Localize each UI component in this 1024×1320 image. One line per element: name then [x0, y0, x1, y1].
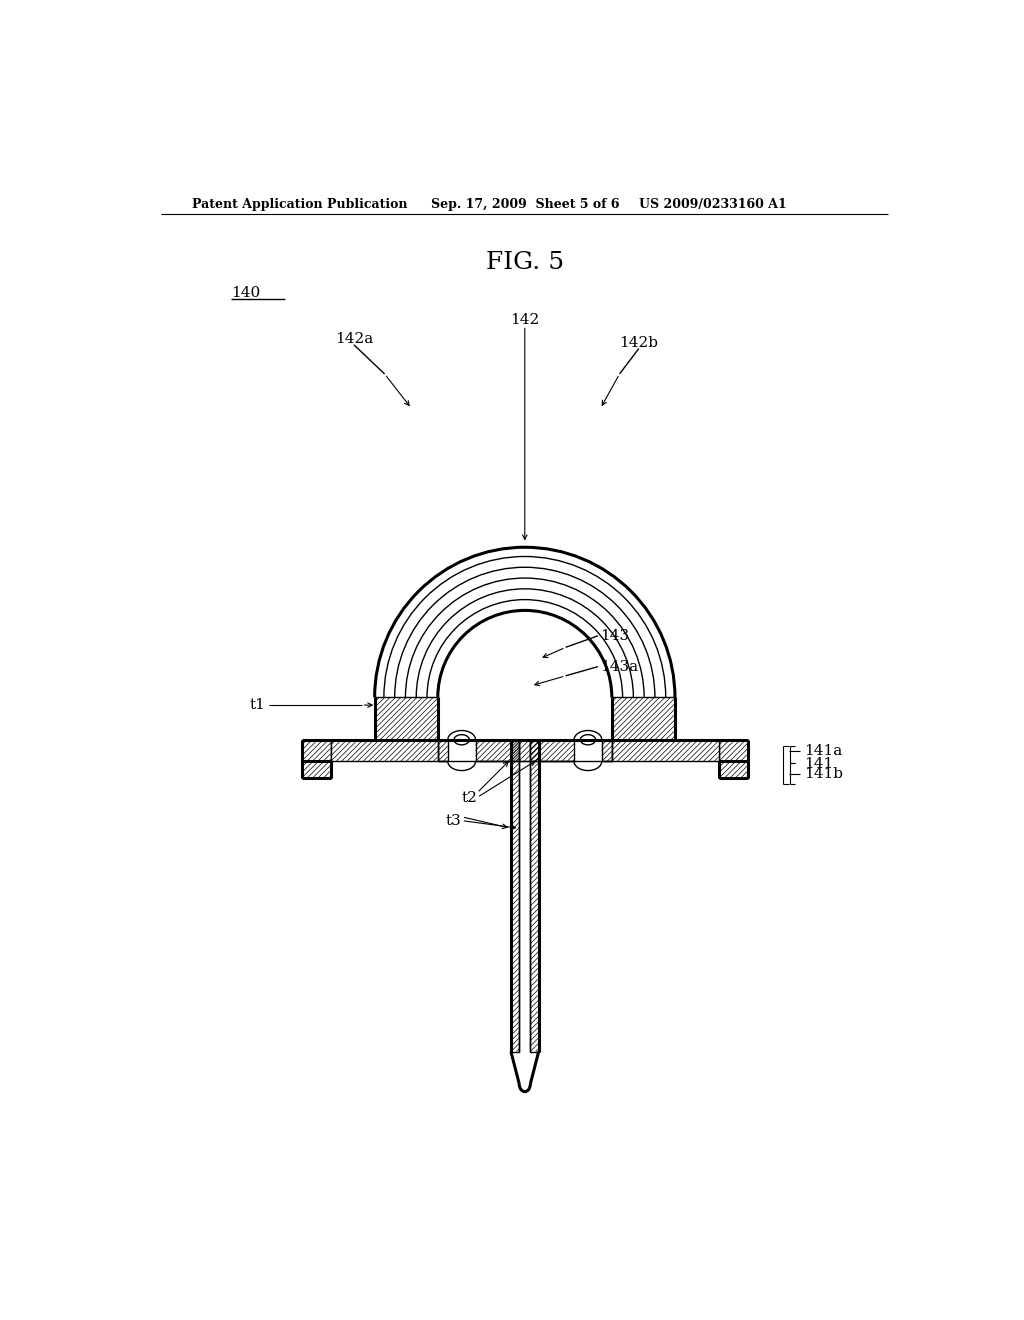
Bar [611, 697, 675, 739]
Bar [611, 739, 719, 762]
Bar [331, 739, 438, 762]
Text: US 2009/0233160 A1: US 2009/0233160 A1 [639, 198, 786, 211]
Bar [301, 762, 331, 779]
Bar [511, 739, 519, 1052]
Bar [602, 739, 611, 762]
Bar [475, 739, 574, 762]
Text: t3: t3 [445, 813, 462, 828]
Text: 142a: 142a [335, 333, 373, 346]
Bar [530, 739, 539, 762]
Bar [719, 762, 749, 779]
Text: 141: 141 [804, 758, 834, 771]
Bar [530, 739, 539, 1052]
Text: t1: t1 [250, 698, 265, 711]
Text: 141a: 141a [804, 744, 843, 758]
Text: Sep. 17, 2009  Sheet 5 of 6: Sep. 17, 2009 Sheet 5 of 6 [431, 198, 620, 211]
Text: 142: 142 [510, 313, 540, 327]
Bar [438, 739, 447, 762]
Text: 142b: 142b [620, 337, 658, 350]
Bar [719, 739, 749, 762]
Text: Patent Application Publication: Patent Application Publication [193, 198, 408, 211]
Text: 143: 143 [600, 628, 630, 643]
Bar [301, 739, 331, 762]
Bar [511, 739, 519, 762]
Text: t2: t2 [461, 791, 477, 804]
Text: 143a: 143a [600, 660, 638, 673]
Text: 141b: 141b [804, 767, 844, 781]
Text: 140: 140 [230, 286, 260, 300]
Text: FIG. 5: FIG. 5 [485, 251, 564, 273]
Bar [375, 697, 438, 739]
